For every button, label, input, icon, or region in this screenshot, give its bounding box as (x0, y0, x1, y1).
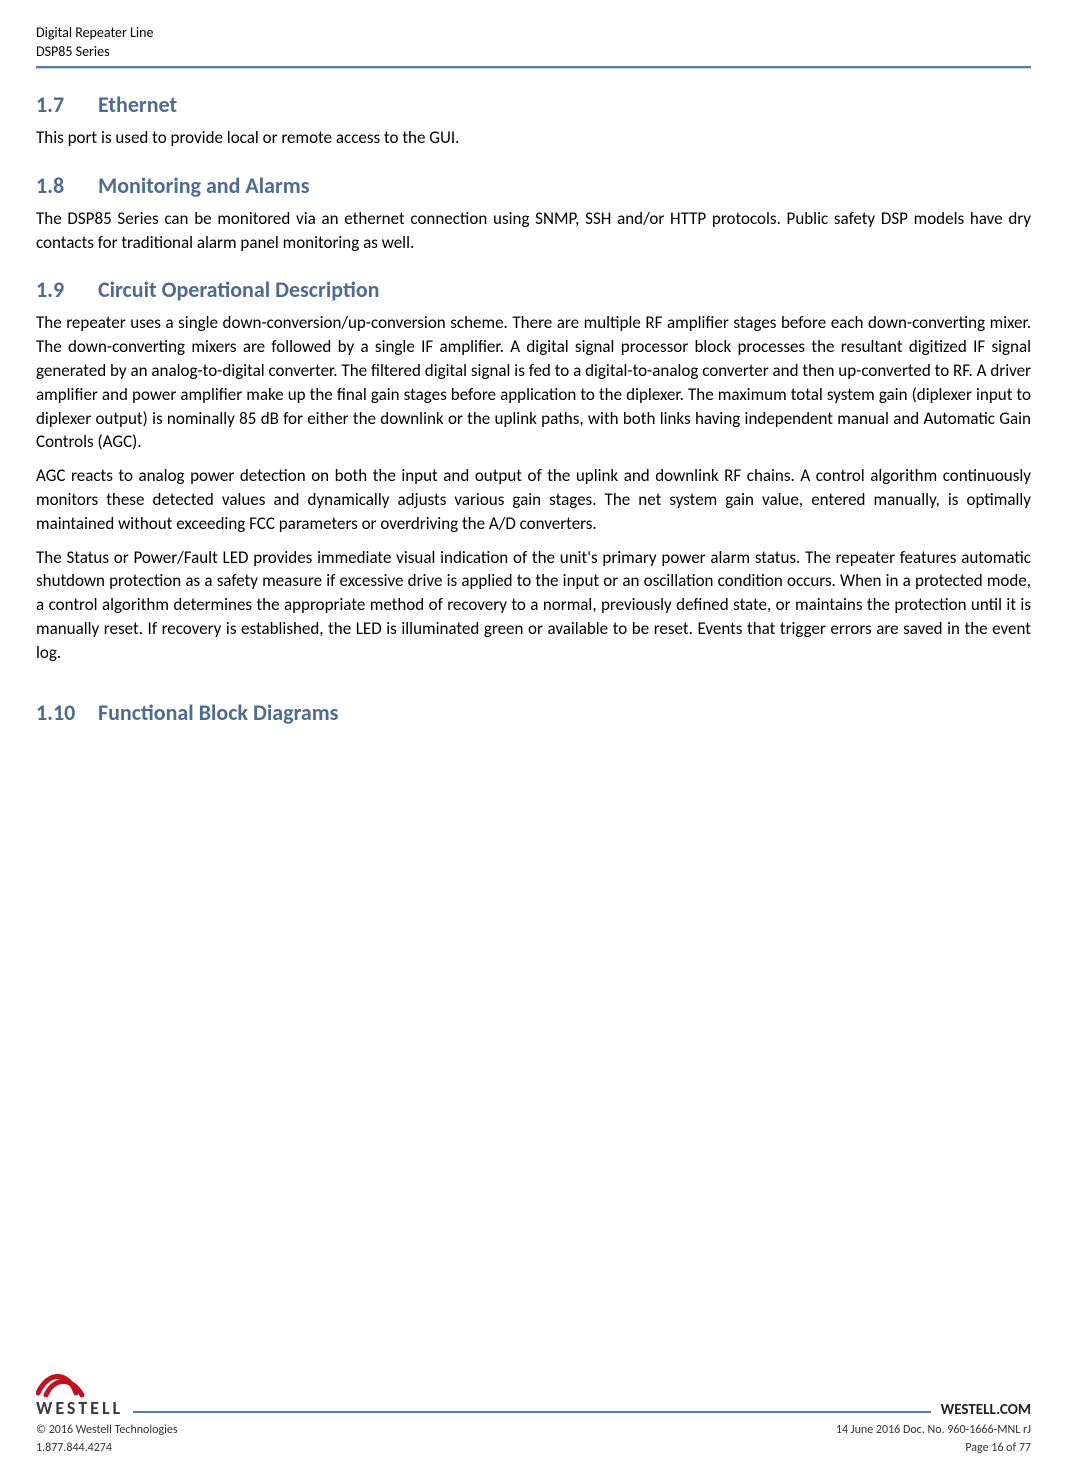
section-paragraph: This port is used to provide local or re… (36, 126, 1031, 150)
footer-copyright: © 2016 Westell Technologies (36, 1423, 178, 1437)
section-paragraph: The DSP85 Series can be monitored via an… (36, 207, 1031, 255)
logo-wordmark: WESTELL (36, 1397, 123, 1419)
section-title: Functional Block Diagrams (98, 699, 338, 726)
page-header: Digital Repeater Line DSP85 Series (36, 24, 1031, 69)
footer-phone: 1.877.844.4274 (36, 1441, 112, 1455)
header-product-line: Digital Repeater Line (36, 24, 1031, 41)
footer-docline: 14 June 2016 Doc. No. 960-1666-MNL rJ (836, 1423, 1031, 1437)
section-number: 1.9 (36, 276, 80, 303)
section-number: 1.10 (36, 699, 80, 726)
section-heading-ethernet: 1.7 Ethernet (36, 91, 1031, 118)
footer-pageline: Page 16 of 77 (965, 1441, 1031, 1455)
section-title: Monitoring and Alarms (98, 172, 309, 199)
header-rule (36, 66, 1031, 69)
footer-rule (133, 1411, 931, 1413)
footer-meta-row-1: © 2016 Westell Technologies 14 June 2016… (36, 1423, 1031, 1437)
section-title: Ethernet (98, 91, 177, 118)
section-number: 1.8 (36, 172, 80, 199)
brand-logo: WESTELL (36, 1369, 123, 1419)
section-number: 1.7 (36, 91, 80, 118)
section-paragraph: The repeater uses a single down-conversi… (36, 311, 1031, 454)
header-series: DSP85 Series (36, 43, 1031, 60)
brand-site-label: WESTELL.COM (941, 1401, 1031, 1419)
section-paragraph: The Status or Power/Fault LED provides i… (36, 546, 1031, 665)
section-paragraph: AGC reacts to analog power detection on … (36, 464, 1031, 535)
section-heading-monitoring: 1.8 Monitoring and Alarms (36, 172, 1031, 199)
section-heading-block-diagrams: 1.10 Functional Block Diagrams (36, 699, 1031, 726)
footer-top-row: WESTELL WESTELL.COM (36, 1369, 1031, 1419)
document-page: Digital Repeater Line DSP85 Series 1.7 E… (0, 0, 1067, 1475)
page-footer: WESTELL WESTELL.COM © 2016 Westell Techn… (36, 1369, 1031, 1455)
logo-swoosh-icon (36, 1369, 90, 1399)
section-heading-circuit: 1.9 Circuit Operational Description (36, 276, 1031, 303)
footer-meta-row-2: 1.877.844.4274 Page 16 of 77 (36, 1441, 1031, 1455)
section-title: Circuit Operational Description (98, 276, 379, 303)
